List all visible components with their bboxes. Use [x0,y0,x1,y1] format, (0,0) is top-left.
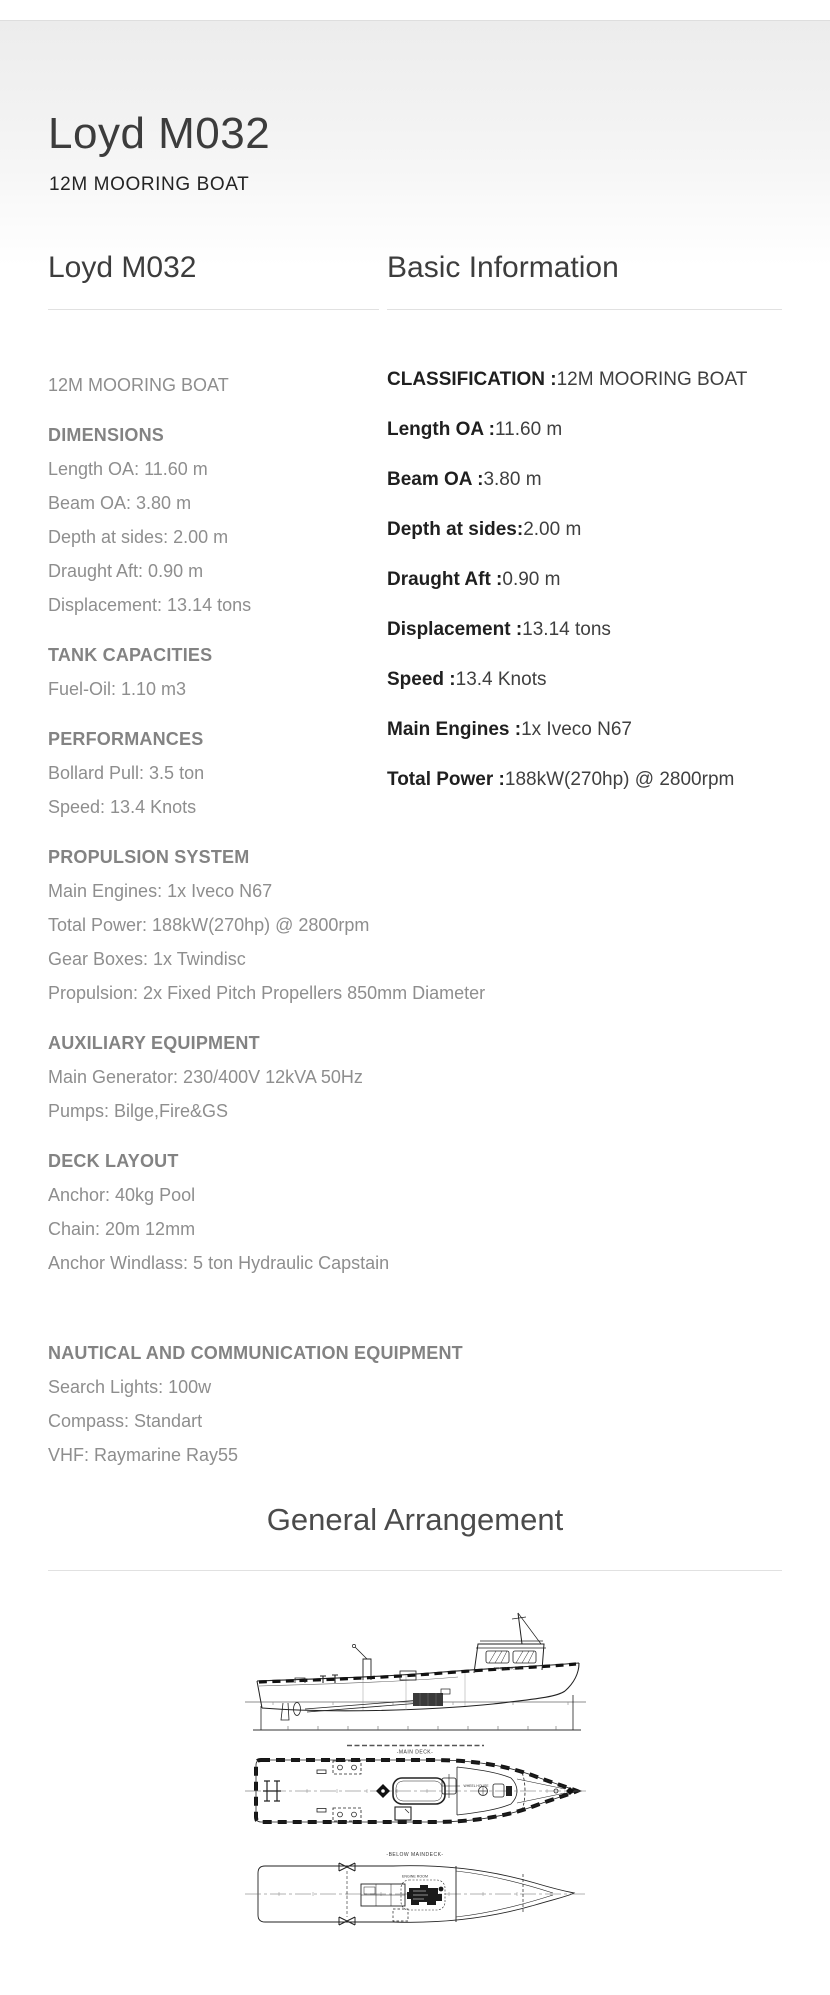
wheel-house-plan-label: WHEEL HOUSE [463,1784,489,1788]
info-row: CLASSIFICATION :12M MOORING BOAT [387,368,782,418]
info-row: Main Engines :1x Iveco N67 [387,718,782,768]
spec-line: Displacement: 13.14 tons [48,595,252,615]
spec-section-deck-layout: DECK LAYOUT Anchor: 40kg Pool Chain: 20m… [48,1144,390,1280]
info-value: 13.4 Knots [455,669,547,690]
spec-line: Depth at sides: 2.00 m [48,527,229,547]
spec-line: Propulsion: 2x Fixed Pitch Propellers 85… [48,983,486,1003]
overview-column: Loyd M032 12M MOORING BOAT DIMENSIONS Le… [48,250,486,1472]
section-divider [48,1570,782,1571]
spec-line: Draught Aft: 0.90 m [48,561,204,581]
info-row: Speed :13.4 Knots [387,668,782,718]
spec-line: Pumps: Bilge,Fire&GS [48,1101,229,1121]
spec-line: Length OA: 11.60 m [48,459,208,479]
page-subtitle: 12M MOORING BOAT [49,173,250,195]
info-label: Total Power : [387,769,505,790]
main-deck-caption: -MAIN DECK- [396,1750,433,1756]
basic-info-body: CLASSIFICATION :12M MOORING BOAT Length … [387,310,782,818]
basic-info-column: Basic Information CLASSIFICATION :12M MO… [387,250,782,1472]
spec-line: Total Power: 188kW(270hp) @ 2800rpm [48,915,370,935]
spec-section-dimensions: DIMENSIONS Length OA: 11.60 m Beam OA: 3… [48,418,379,622]
basic-info-heading: Basic Information [387,251,619,284]
spec-line: Compass: Standart [48,1411,203,1431]
spec-line: Anchor: 40kg Pool [48,1185,196,1205]
spec-line: Chain: 20m 12mm [48,1219,196,1239]
info-label: Displacement : [387,619,523,640]
info-row: Length OA :11.60 m [387,418,782,468]
overview-column-header: Loyd M032 [48,250,379,310]
section-title: DECK LAYOUT [48,1151,179,1171]
side-profile-drawing: WHEEL HOUSE [244,1612,586,1731]
info-row: Beam OA :3.80 m [387,468,782,518]
info-label: Beam OA : [387,469,484,490]
spec-section-auxiliary: AUXILIARY EQUIPMENT Main Generator: 230/… [48,1026,379,1128]
info-row: Displacement :13.14 tons [387,618,782,668]
general-arrangement-heading: General Arrangement [266,1502,564,1537]
ga-drawings: WHEEL HOUSE -MAIN DECK- [48,1603,782,1939]
spec-line: Anchor Windlass: 5 ton Hydraulic Capstai… [48,1253,390,1273]
hero-section: Loyd M032 12M MOORING BOAT [0,20,830,266]
info-label: Main Engines : [387,719,522,740]
spec-section-nautical: NAUTICAL AND COMMUNICATION EQUIPMENT Sea… [48,1336,463,1472]
info-value: 11.60 m [495,419,563,440]
spec-columns: Loyd M032 12M MOORING BOAT DIMENSIONS Le… [48,250,782,1472]
below-deck-caption: -BELOW MAINDECK- [386,1852,443,1858]
spec-section-tank-capacities: TANK CAPACITIES Fuel-Oil: 1.10 m3 [48,638,379,706]
section-title: PROPULSION SYSTEM [48,847,250,867]
engine-room-label: ENGINE ROOM [402,1875,428,1879]
section-title: PERFORMANCES [48,729,204,749]
info-value: 188kW(270hp) @ 2800rpm [504,769,735,790]
section-title: DIMENSIONS [48,425,165,445]
spec-line: Main Generator: 230/400V 12kVA 50Hz [48,1067,363,1087]
wheel-house-label: WHEEL HOUSE [494,1666,524,1671]
info-value: 13.14 tons [522,619,611,640]
general-arrangement-section: General Arrangement [48,1502,782,1939]
main-deck-plan-drawing: -MAIN DECK- [244,1744,586,1824]
page-title: Loyd M032 [48,109,271,158]
spec-line: Beam OA: 3.80 m [48,493,192,513]
spec-line: Gear Boxes: 1x Twindisc [48,949,246,969]
spec-section-performances: PERFORMANCES Bollard Pull: 3.5 ton Speed… [48,722,379,824]
info-value: 0.90 m [502,569,561,590]
spec-line: Main Engines: 1x Iveco N67 [48,881,273,901]
section-title: TANK CAPACITIES [48,645,213,665]
spec-line: Bollard Pull: 3.5 ton [48,763,205,783]
info-label: Speed : [387,669,456,690]
basic-info-header: Basic Information [387,250,782,310]
spec-line: Fuel-Oil: 1.10 m3 [48,679,187,699]
info-label: CLASSIFICATION : [387,369,557,390]
info-row: Depth at sides:2.00 m [387,518,782,568]
section-title: NAUTICAL AND COMMUNICATION EQUIPMENT [48,1343,463,1363]
info-label: Depth at sides: [387,519,524,540]
info-label: Draught Aft : [387,569,503,590]
section-title: AUXILIARY EQUIPMENT [48,1033,260,1053]
info-row: Draught Aft :0.90 m [387,568,782,618]
below-deck-plan-drawing: -BELOW MAINDECK- [244,1852,585,1926]
info-value: 12M MOORING BOAT [556,369,748,390]
info-value: 2.00 m [523,519,582,540]
spec-line: VHF: Raymarine Ray55 [48,1445,239,1465]
info-row: Total Power :188kW(270hp) @ 2800rpm [387,768,782,818]
overview-column-body: 12M MOORING BOAT DIMENSIONS Length OA: 1… [48,310,486,1472]
spec-line: Speed: 13.4 Knots [48,797,197,817]
overview-heading: Loyd M032 [48,251,197,284]
boat-classification: 12M MOORING BOAT [48,375,229,395]
info-value: 3.80 m [483,469,542,490]
info-label: Length OA : [387,419,495,440]
spec-section-propulsion: PROPULSION SYSTEM Main Engines: 1x Iveco… [48,840,486,1010]
spec-line: Search Lights: 100w [48,1377,212,1397]
info-value: 1x Iveco N67 [521,719,632,740]
